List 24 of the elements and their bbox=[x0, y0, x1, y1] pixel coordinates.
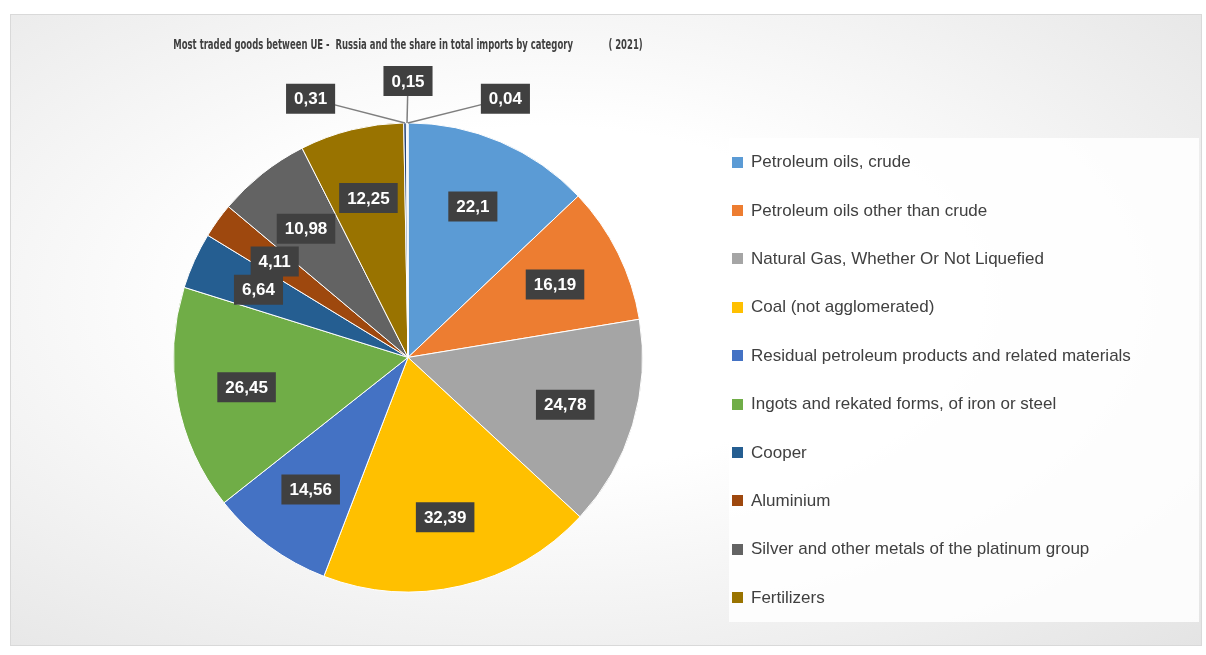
legend-label: Petroleum oils other than crude bbox=[751, 200, 988, 221]
legend-label: Petroleum oils, crude bbox=[751, 152, 911, 173]
data-label: 0,15 bbox=[391, 71, 425, 91]
legend-label: Natural Gas, Whether Or Not Liquefied bbox=[751, 248, 1044, 269]
legend-label: Coal (not agglomerated) bbox=[751, 297, 935, 318]
legend-label: Ingots and rekated forms, of iron or steel bbox=[751, 394, 1057, 415]
data-label: 6,64 bbox=[241, 280, 276, 300]
data-label: 16,19 bbox=[533, 275, 577, 295]
legend-label: Aluminium bbox=[751, 490, 831, 511]
data-label: 26,45 bbox=[225, 377, 268, 397]
data-label: 0,04 bbox=[488, 89, 523, 109]
legend-label: Cooper bbox=[751, 442, 807, 463]
data-label: 0,31 bbox=[294, 89, 328, 109]
data-label: 32,39 bbox=[423, 507, 467, 527]
legend-label: Residual petroleum products and related materials bbox=[751, 345, 1131, 366]
legend-label: Fertilizers bbox=[751, 587, 825, 608]
data-label: 14,56 bbox=[289, 480, 332, 500]
data-label: 12,25 bbox=[347, 188, 390, 208]
chart-title: Most traded goods between UE - Russia and the share in total imports by category ( 2021) bbox=[173, 35, 643, 53]
data-label: 10,98 bbox=[284, 219, 328, 239]
data-label: 24,78 bbox=[543, 395, 587, 415]
legend-label: Silver and other metals of the platinum group bbox=[751, 539, 1090, 560]
data-label: 22,1 bbox=[456, 197, 490, 217]
data-label: 4,11 bbox=[258, 252, 291, 272]
